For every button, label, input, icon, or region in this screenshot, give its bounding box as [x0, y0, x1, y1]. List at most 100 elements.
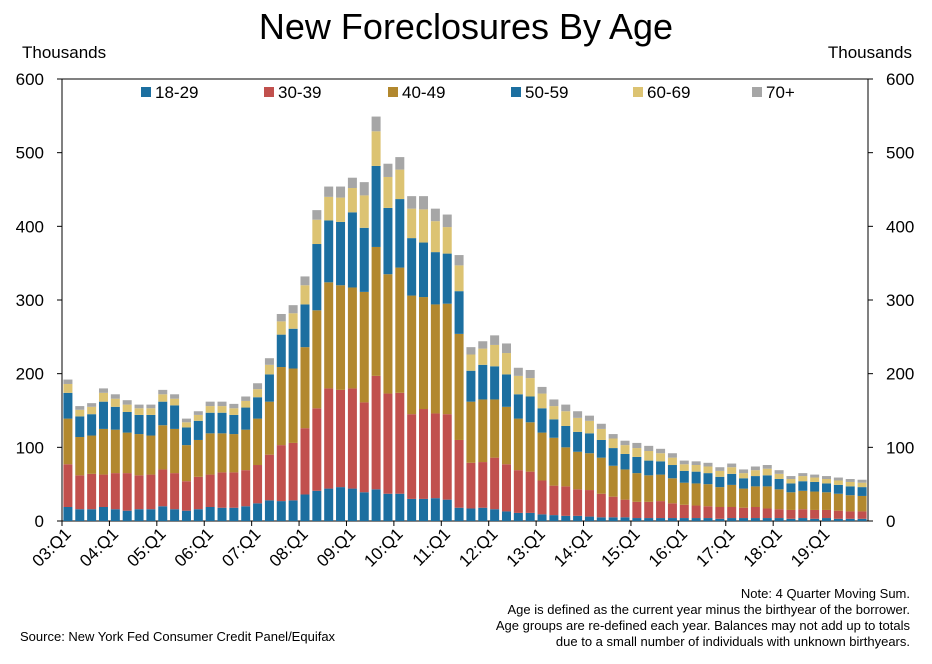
bar-segment-30-39 — [158, 469, 168, 507]
bar-segment-40-49 — [253, 418, 263, 466]
bar-segment-50-59 — [63, 392, 73, 419]
bar-segment-70+ — [857, 479, 867, 483]
y-tick-label-left: 300 — [16, 291, 44, 310]
bar-segment-60-69 — [656, 453, 666, 462]
right-axis-unit: Thousands — [827, 43, 912, 62]
bar-segment-60-69 — [170, 398, 180, 406]
bar-segment-18-29 — [63, 507, 73, 521]
bar-segment-40-49 — [513, 418, 523, 471]
bar-segment-18-29 — [146, 509, 156, 521]
bar-segment-50-59 — [229, 414, 239, 435]
bar-segment-40-49 — [170, 428, 180, 474]
bar-segment-60-69 — [217, 406, 227, 413]
bar-segment-30-39 — [146, 474, 156, 510]
bar-segment-40-49 — [525, 422, 535, 472]
bar-segment-18-29 — [466, 508, 476, 521]
bar-segment-40-49 — [442, 303, 452, 415]
bar-segment-70+ — [561, 404, 571, 412]
bar-segment-18-29 — [229, 507, 239, 521]
bar-segment-50-59 — [667, 465, 677, 479]
legend-label: 18-29 — [155, 83, 198, 102]
bar-segment-50-59 — [833, 484, 843, 494]
bar-segment-50-59 — [158, 401, 168, 426]
bar-segment-60-69 — [241, 400, 251, 408]
bar-segment-50-59 — [501, 374, 511, 407]
legend-swatch-30-39 — [264, 87, 274, 97]
bar-segment-30-39 — [407, 414, 417, 499]
bar-segment-18-29 — [193, 509, 203, 521]
bar-segment-50-59 — [442, 253, 452, 304]
bar-segment-60-69 — [584, 420, 594, 434]
bar-segment-30-39 — [620, 499, 630, 518]
bar-segment-40-49 — [264, 401, 274, 455]
bar-segment-60-69 — [608, 438, 618, 449]
bar-segment-30-39 — [75, 475, 85, 510]
bar-segment-70+ — [573, 411, 583, 418]
bar-segment-70+ — [336, 186, 346, 198]
bar-segment-30-39 — [229, 472, 239, 508]
bar-segment-60-69 — [98, 392, 108, 402]
bar-segment-70+ — [454, 255, 464, 266]
bar-segment-30-39 — [276, 445, 286, 502]
bar-segment-40-49 — [490, 399, 500, 458]
bar-segment-50-59 — [478, 364, 488, 400]
bar-segment-30-39 — [786, 509, 796, 519]
bar-segment-50-59 — [371, 165, 381, 247]
bar-segment-70+ — [490, 335, 500, 345]
bar-segment-70+ — [537, 386, 547, 394]
bar-segment-60-69 — [324, 196, 334, 221]
bar-segment-60-69 — [75, 409, 85, 417]
bar-segment-70+ — [596, 423, 606, 429]
bar-segment-50-59 — [596, 439, 606, 458]
bar-segment-30-39 — [478, 462, 488, 508]
x-tick-label: 06:Q1 — [171, 524, 217, 570]
bar-segment-40-49 — [241, 429, 251, 471]
bar-segment-40-49 — [715, 487, 725, 508]
bar-segment-70+ — [122, 400, 132, 405]
bar-segment-18-29 — [810, 518, 820, 521]
bar-segment-50-59 — [98, 401, 108, 429]
bar-segment-60-69 — [644, 451, 654, 461]
bar-segment-30-39 — [87, 473, 97, 510]
bar-segment-70+ — [478, 341, 488, 349]
bar-segment-40-49 — [584, 453, 594, 491]
bar-segment-50-59 — [561, 425, 571, 448]
bar-segment-18-29 — [525, 512, 535, 521]
bar-segment-40-49 — [822, 492, 832, 510]
bar-segment-18-29 — [371, 489, 381, 521]
bar-segment-18-29 — [822, 518, 832, 521]
bar-segment-30-39 — [810, 509, 820, 519]
bar-segment-50-59 — [146, 414, 156, 436]
bar-segment-60-69 — [395, 169, 405, 200]
bar-segment-30-39 — [596, 493, 606, 518]
bar-segment-18-29 — [727, 518, 737, 521]
bar-segment-50-59 — [798, 481, 808, 491]
bar-segment-50-59 — [407, 238, 417, 296]
bar-segment-50-59 — [430, 252, 440, 305]
bar-segment-40-49 — [454, 333, 464, 440]
bar-segment-50-59 — [205, 412, 215, 434]
bar-segment-50-59 — [762, 475, 772, 487]
bar-segment-40-49 — [371, 246, 381, 376]
bar-segment-50-59 — [276, 334, 286, 368]
bar-segment-30-39 — [656, 501, 666, 519]
bar-segment-60-69 — [561, 411, 571, 426]
bar-segment-30-39 — [691, 505, 701, 519]
bar-segment-18-29 — [288, 500, 298, 521]
bar-segment-60-69 — [253, 389, 263, 398]
bar-segment-70+ — [383, 163, 393, 177]
bar-segment-70+ — [371, 116, 381, 132]
bar-segment-30-39 — [561, 486, 571, 516]
bar-segment-30-39 — [833, 510, 843, 519]
bar-segment-50-59 — [573, 431, 583, 452]
bar-segment-30-39 — [324, 388, 334, 489]
bar-segment-30-39 — [122, 473, 132, 511]
bar-segment-60-69 — [158, 394, 168, 402]
bar-segment-60-69 — [525, 378, 535, 397]
bar-segment-60-69 — [798, 476, 808, 482]
bar-segment-40-49 — [419, 297, 429, 410]
bar-segment-18-29 — [312, 490, 322, 521]
bar-segment-50-59 — [644, 460, 654, 476]
bar-segment-18-29 — [845, 518, 855, 521]
bar-segment-50-59 — [110, 406, 120, 430]
